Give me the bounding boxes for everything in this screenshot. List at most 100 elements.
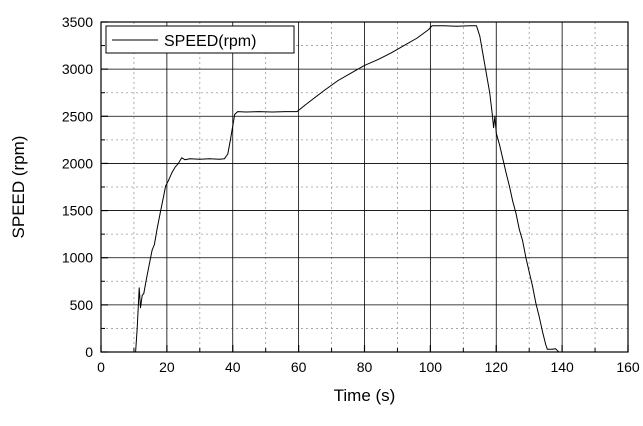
data-point	[234, 114, 236, 115]
data-point	[528, 271, 530, 273]
data-point	[285, 111, 286, 112]
y-tick-label: 0	[85, 344, 93, 360]
data-point	[171, 172, 173, 174]
data-point	[505, 172, 507, 174]
legend: SPEED(rpm)	[105, 25, 295, 54]
data-point	[390, 52, 392, 54]
data-point	[199, 158, 201, 160]
x-tick-label: 100	[419, 359, 443, 375]
data-point	[237, 111, 239, 112]
data-point	[245, 111, 247, 113]
x-tick-label: 0	[97, 359, 105, 375]
data-point	[159, 212, 161, 213]
data-point	[525, 257, 527, 259]
y-tick-label: 1500	[62, 203, 93, 219]
data-point	[174, 166, 176, 168]
data-point	[555, 348, 556, 350]
data-point	[512, 200, 514, 202]
x-tick-label: 60	[291, 359, 307, 375]
y-tick-label: 2500	[62, 108, 93, 124]
data-point	[154, 244, 155, 245]
x-tick-label: 40	[225, 359, 241, 375]
data-point	[141, 295, 143, 296]
series-line	[135, 25, 560, 353]
data-point	[304, 104, 306, 106]
data-point	[146, 278, 147, 279]
data-point	[479, 35, 481, 37]
data-point	[542, 330, 543, 332]
data-point	[416, 37, 418, 39]
data-point	[138, 287, 140, 289]
major-grid	[101, 22, 628, 352]
data-point	[535, 302, 537, 304]
x-tick-label: 80	[357, 359, 373, 375]
x-tick-labels: 0 20 40 60 80 100 120 140 160	[97, 359, 640, 375]
data-point	[350, 72, 352, 74]
data-point	[337, 80, 339, 81]
data-point	[522, 240, 523, 242]
data-point	[428, 29, 430, 30]
data-point	[181, 157, 183, 159]
data-point	[493, 127, 494, 128]
data-point	[151, 249, 153, 251]
y-tick-label: 500	[70, 297, 94, 313]
x-tick-label: 160	[616, 359, 640, 375]
minor-grid	[101, 22, 628, 352]
data-point	[499, 144, 500, 146]
x-axis-title: Time (s)	[334, 386, 396, 405]
data-point	[143, 293, 145, 294]
data-point	[502, 158, 504, 160]
data-point	[558, 351, 560, 353]
data-point	[443, 25, 444, 27]
data-point	[486, 73, 487, 75]
data-point	[546, 348, 548, 350]
data-point	[403, 45, 405, 46]
axis-ticks	[100, 21, 629, 353]
data-point	[140, 307, 141, 309]
data-point	[165, 185, 167, 187]
data-point	[364, 65, 365, 66]
data-point	[189, 158, 191, 160]
data-point	[324, 89, 326, 91]
data-point	[209, 158, 211, 160]
data-point	[469, 25, 471, 27]
data-point	[184, 159, 186, 161]
x-tick-label: 20	[159, 359, 175, 375]
data-point	[495, 132, 497, 134]
data-point	[551, 348, 553, 350]
data-point	[476, 25, 477, 27]
y-tick-labels: 0 500 1000 1500 2000 2500 3000 3500	[62, 14, 93, 360]
y-tick-label: 3000	[62, 61, 93, 77]
data-point	[227, 153, 229, 155]
data-point	[271, 111, 273, 113]
data-point	[296, 111, 298, 112]
data-point	[489, 92, 491, 94]
data-point	[163, 196, 165, 197]
data-point	[136, 328, 138, 329]
data-point	[491, 114, 493, 115]
data-point	[232, 125, 234, 127]
data-point	[538, 315, 540, 317]
data-point	[545, 344, 547, 345]
data-point	[314, 97, 316, 98]
y-tick-label: 3500	[62, 14, 93, 30]
data-point	[224, 158, 225, 160]
data-point	[494, 115, 496, 117]
y-tick-label: 1000	[62, 250, 93, 266]
series-layer	[135, 25, 560, 353]
data-point	[482, 54, 484, 56]
data-point	[518, 229, 520, 230]
data-point	[431, 25, 433, 27]
data-point	[456, 25, 458, 27]
data-point	[377, 59, 379, 61]
y-axis-title: SPEED (rpm)	[9, 136, 28, 239]
data-point	[156, 229, 158, 230]
data-point	[258, 111, 260, 112]
y-tick-label: 2000	[62, 155, 93, 171]
x-tick-label: 140	[550, 359, 574, 375]
data-point	[168, 180, 169, 181]
data-point	[532, 285, 533, 287]
legend-label: SPEED(rpm)	[164, 33, 256, 50]
